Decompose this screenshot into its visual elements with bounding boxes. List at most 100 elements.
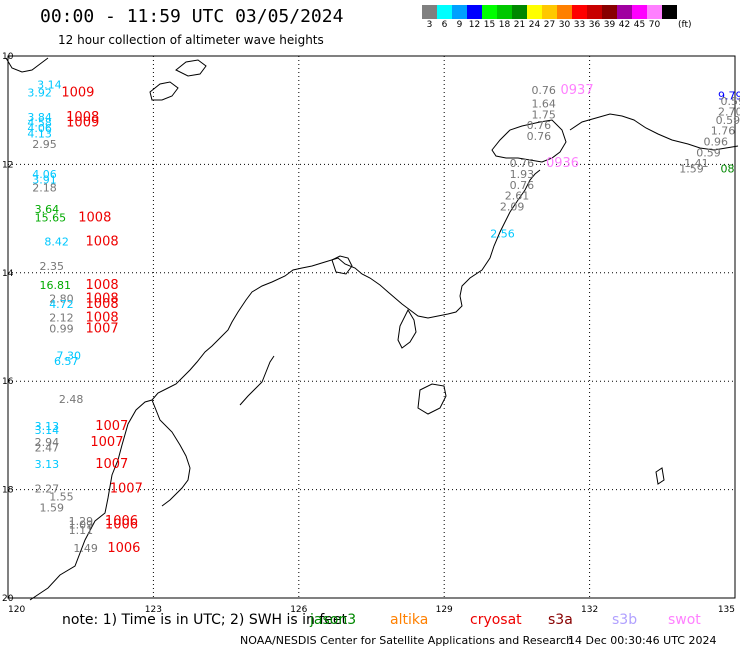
pass-time-label: 1008 — [86, 297, 119, 312]
legend-label-5: 18 — [498, 20, 511, 30]
pass-time-label: 1006 — [105, 518, 138, 533]
lon-tick-label: 120 — [8, 605, 25, 615]
luzon-east-coast — [151, 399, 191, 507]
coastlines — [5, 57, 739, 601]
wave-height-label: 1.76 — [711, 125, 736, 138]
generated-timestamp: 14 Dec 00:30:46 UTC 2024 — [568, 634, 717, 647]
mission-s3b: s3b — [612, 612, 638, 628]
mindanao-north-coast — [569, 113, 739, 151]
pass-time-label: 1008 — [86, 235, 119, 250]
wave-height-label: 3.84 — [27, 111, 51, 124]
wave-height-label: 0.59 — [720, 95, 740, 108]
legend-label-13: 42 — [618, 20, 631, 30]
legend-swatch-3 — [467, 5, 482, 19]
legend-label-2: 9 — [456, 20, 463, 30]
wave-height-label: 4.13 — [27, 127, 51, 140]
wave-height-label: 15.65 — [35, 211, 66, 224]
lat-lon-grid — [7, 55, 736, 599]
wave-height-label: 4.06 — [32, 168, 57, 181]
pass-time-label: 1007 — [95, 419, 128, 434]
wave-height-label: 08 — [720, 163, 734, 176]
wave-height-label: 2.80 — [49, 293, 74, 306]
lon-tick-label: 132 — [581, 605, 598, 615]
wave-height-label: 2.35 — [40, 260, 65, 273]
batanes-islet — [655, 467, 665, 485]
legend-label-1: 6 — [441, 20, 448, 30]
wave-height-label: 0.99 — [49, 322, 74, 335]
pass-time-label: 1006 — [107, 541, 140, 556]
wave-height-label: 1.09 — [69, 519, 94, 532]
lon-tick-label: 123 — [145, 605, 162, 615]
legend-swatch-1 — [437, 5, 452, 19]
wave-height-label: 1.59 — [679, 163, 704, 176]
pass-time-label: 1008 — [86, 278, 119, 293]
wave-height-label: 3.14 — [37, 79, 62, 92]
wave-height-label: 3.92 — [27, 87, 51, 100]
lon-tick-label: 135 — [718, 605, 735, 615]
legend-unit: (ft) — [678, 20, 692, 30]
wave-height-label: 1.59 — [40, 501, 65, 514]
pass-time-label: 1008 — [86, 311, 119, 326]
pass-time-label: 1007 — [95, 457, 128, 472]
pass-time-label: 1007 — [110, 481, 143, 496]
northeast-islets — [149, 59, 207, 101]
wave-height-label: 4.72 — [49, 298, 74, 311]
wave-height-label: 2.12 — [49, 312, 74, 325]
pass-time-label: 1008 — [86, 292, 119, 307]
mindoro-coastline — [239, 355, 275, 406]
mission-swot: swot — [668, 612, 701, 628]
wave-height-label: 0.59 — [716, 114, 740, 127]
mission-jason3: jason3 — [310, 612, 357, 628]
legend-swatch-11 — [587, 5, 602, 19]
legend-label-9: 30 — [558, 20, 571, 30]
wave-height-label: 1.64 — [531, 97, 556, 110]
wave-height-label: 2.94 — [35, 436, 60, 449]
legend-swatch-4 — [482, 5, 497, 19]
lat-tick-label: 14 — [2, 269, 14, 279]
legend-swatch-2 — [452, 5, 467, 19]
legend-label-0: 3 — [426, 20, 433, 30]
wave-height-label: 4.06 — [27, 122, 51, 135]
wave-height-label: 4.58 — [27, 116, 51, 129]
wave-height-label: 6.57 — [54, 355, 79, 368]
lat-tick-label: 16 — [2, 377, 14, 387]
legend-swatch-9 — [557, 5, 572, 19]
legend-label-15: 70 — [648, 20, 661, 30]
wave-height-label: 8.42 — [44, 236, 69, 249]
mission-altika: altika — [390, 612, 429, 628]
wave-height-label: 1.41 — [684, 157, 709, 170]
mission-legend: jason3 altika cryosat s3a s3b swot — [0, 612, 740, 630]
legend-swatch-7 — [527, 5, 542, 19]
wave-height-label: 0.76 — [510, 157, 535, 170]
lat-tick-label: 18 — [2, 486, 14, 496]
mission-cryosat: cryosat — [470, 612, 522, 628]
wave-height-label: 2.27 — [35, 482, 60, 495]
wave-height-label: 1.75 — [531, 108, 556, 121]
wave-height-label: 3.91 — [32, 173, 57, 186]
wave-height-label: 1.49 — [73, 542, 98, 555]
wave-height-label: 1.93 — [510, 168, 535, 181]
legend-swatch-14 — [632, 5, 647, 19]
wave-height-label: 3.13 — [35, 458, 60, 471]
legend-swatch-row — [422, 5, 692, 19]
legend-label-12: 39 — [603, 20, 616, 30]
wave-height-label: 2.61 — [505, 190, 530, 203]
wave-height-label: 0.76 — [531, 84, 556, 97]
wave-height-label: 2.48 — [59, 393, 84, 406]
legend-label-6: 21 — [513, 20, 526, 30]
legend-label-14: 45 — [633, 20, 646, 30]
pass-time-label: 1009 — [66, 115, 99, 130]
lon-tick-label: 126 — [290, 605, 307, 615]
pass-time-label: 1007 — [86, 321, 119, 336]
wave-height-label: 9.79 — [718, 89, 740, 102]
legend-swatch-10 — [572, 5, 587, 19]
wave-height-label: 16.81 — [40, 279, 72, 292]
legend-swatch-5 — [497, 5, 512, 19]
map-subtitle: 12 hour collection of altimeter wave hei… — [58, 33, 324, 47]
credit-text: NOAA/NESDIS Center for Satellite Applica… — [240, 634, 574, 647]
map-title: 00:00 - 11:59 UTC 03/05/2024 — [40, 6, 344, 27]
color-legend: 3 6 9 12 15 18 21 24 27 30 33 36 39 42 45 70 (ft) — [422, 5, 692, 31]
mission-s3a: s3a — [548, 612, 573, 628]
wave-height-label: 2.47 — [35, 442, 60, 455]
legend-swatch-0 — [422, 5, 437, 19]
